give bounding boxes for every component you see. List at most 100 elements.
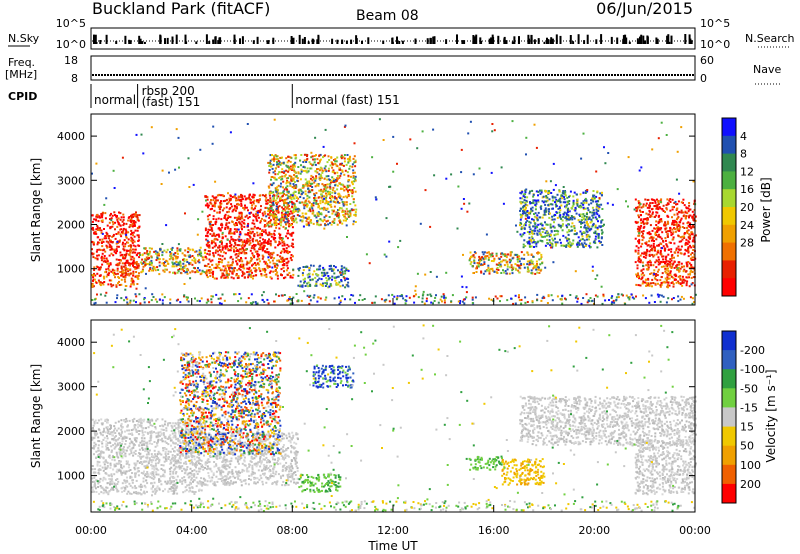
data-cell [306,273,309,276]
data-cell [581,244,584,246]
data-cell [267,210,270,213]
data-cell [135,271,138,273]
data-cell [278,192,281,195]
data-cell [520,235,523,238]
data-cell [98,268,101,271]
data-cell [230,243,233,246]
data-cell [600,241,602,244]
data-cell [268,231,271,234]
data-cell [637,249,640,252]
data-cell [110,240,113,243]
data-cell [692,249,695,251]
data-cell [248,194,251,197]
data-cell [669,201,672,203]
data-cell [211,195,214,198]
data-cell [124,266,127,269]
data-cell [660,265,663,268]
data-cell [556,233,559,236]
data-cell [142,262,145,265]
data-cell [669,261,671,264]
data-cell [164,261,167,264]
data-cell [214,223,217,226]
data-cell [546,238,549,241]
data-cell [131,237,134,240]
data-cell [219,208,222,211]
beam-label: Beam 08 [356,8,419,24]
data-cell [281,257,284,260]
data-cell [146,251,148,254]
data-cell [644,256,647,259]
data-cell [526,266,529,269]
data-cell [645,204,647,207]
data-cell [341,183,344,186]
data-cell [279,224,282,227]
data-cell [288,212,291,215]
data-cell [511,269,514,272]
data-cell [136,229,139,232]
data-cell [103,277,106,280]
data-cell [482,253,485,256]
data-cell [137,240,140,242]
data-cell [306,167,309,170]
data-cell [678,210,680,213]
data-cell [234,193,237,196]
data-cell [107,262,110,265]
data-cell [683,204,686,207]
data-cell [580,219,583,222]
data-cell [116,220,119,223]
data-cell [201,210,204,213]
data-cell [245,263,248,266]
data-cell [460,171,463,174]
data-cell [123,222,125,225]
data-cell [685,284,688,287]
data-cell [238,221,241,224]
data-cell [323,216,326,219]
data-cell [125,253,128,256]
data-cell [105,275,108,278]
data-cell [123,278,126,281]
data-cell [240,252,243,255]
data-cell [653,254,656,257]
data-cell [258,247,261,249]
data-cell [522,263,525,266]
data-cell [679,226,682,229]
noise-mark [171,36,174,44]
data-cell [326,183,329,186]
data-cell [188,255,191,258]
data-cell [520,262,523,265]
data-cell [301,219,304,222]
data-cell [97,241,99,244]
data-cell [105,244,108,247]
data-cell [685,249,688,252]
data-cell [253,194,256,197]
data-cell [107,241,110,244]
data-cell [488,253,491,256]
data-cell [252,267,255,270]
data-cell [584,197,587,200]
data-cell [553,221,555,224]
data-cell [518,260,521,263]
data-cell [665,231,668,233]
noise-trace [92,34,694,44]
data-cell [263,274,266,277]
data-cell [351,189,354,192]
data-cell [331,166,334,169]
noise-mark [432,36,435,44]
data-cell [333,190,336,193]
data-cell [582,246,585,249]
data-cell [577,241,579,244]
data-cell [247,276,250,279]
data-cell [586,213,588,216]
data-cell [687,255,690,258]
data-cell [599,226,602,229]
data-cell [674,275,677,278]
data-cell [319,174,322,177]
noise-mark [511,41,514,44]
data-cell [152,265,155,268]
data-cell [502,253,505,256]
data-cell [246,271,249,274]
data-cell [328,159,331,161]
noise-mark [689,41,692,44]
data-cell [94,257,97,260]
data-cell [530,259,533,262]
